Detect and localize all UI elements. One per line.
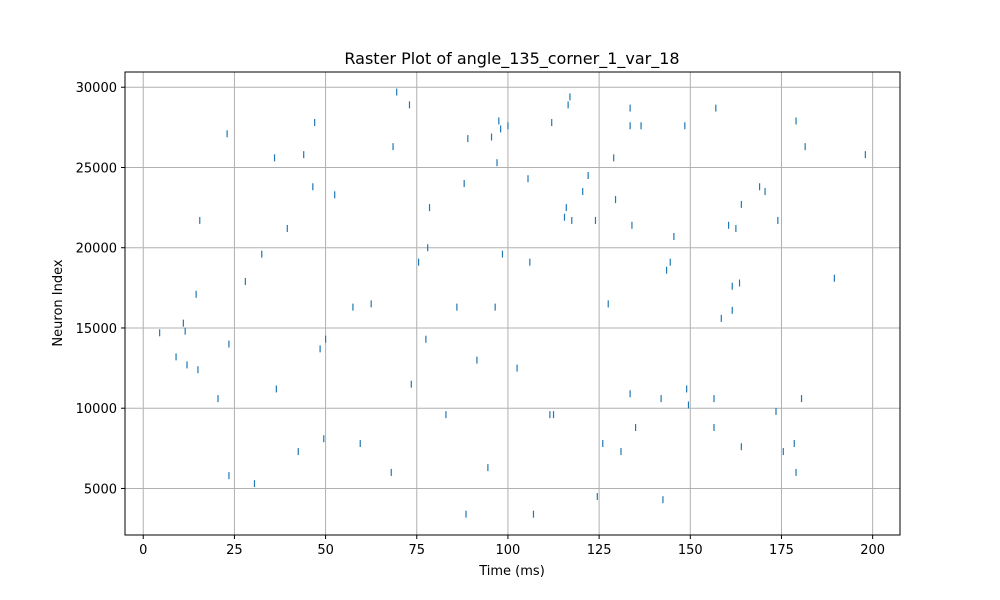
- x-tick-label: 75: [408, 543, 425, 558]
- x-tick-label: 0: [139, 543, 147, 558]
- y-tick-label: 20000: [76, 242, 117, 257]
- grid-lines: [125, 72, 900, 535]
- plot-area-frame: [124, 71, 901, 536]
- y-tick-label: 10000: [76, 402, 117, 417]
- spike-markers: [159, 88, 866, 518]
- x-tick-label: 150: [678, 543, 703, 558]
- y-tick-label: 5000: [84, 482, 117, 497]
- x-tick-label: 100: [496, 543, 521, 558]
- x-tick-label: 125: [587, 543, 612, 558]
- x-tick-label: 200: [860, 543, 885, 558]
- x-tick-label: 175: [769, 543, 794, 558]
- y-tick-label: 30000: [76, 81, 117, 96]
- x-tick-label: 50: [317, 543, 334, 558]
- chart-title: Raster Plot of angle_135_corner_1_var_18: [344, 49, 679, 69]
- y-tick-label: 15000: [76, 322, 117, 337]
- x-axis-label: Time (ms): [478, 564, 545, 579]
- axis-ticks: 0 25 50 75 100 125 150 175 200 5000 10000 15000 2000…: [76, 81, 885, 558]
- y-axis-label: Neuron Index: [51, 259, 66, 346]
- x-tick-label: 25: [226, 543, 243, 558]
- y-tick-label: 25000: [76, 161, 117, 176]
